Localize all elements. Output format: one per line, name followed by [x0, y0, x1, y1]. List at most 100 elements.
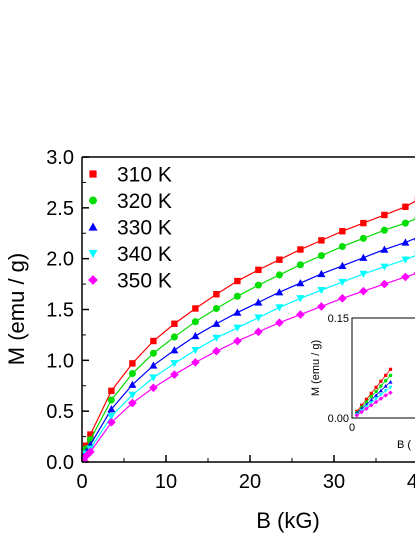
y-tick-label: 1.0 — [46, 350, 74, 372]
data-point-320k — [233, 292, 241, 300]
data-point-350k — [359, 286, 368, 296]
data-point-330k — [317, 269, 326, 278]
data-point-320k — [380, 226, 388, 234]
inset-data-point-330k — [388, 380, 393, 384]
data-point-330k — [128, 380, 137, 388]
data-point-320k — [191, 318, 199, 326]
data-point-330k — [275, 288, 284, 296]
data-point-330k — [380, 245, 389, 253]
data-point-340k — [170, 360, 179, 368]
series-line-340k — [82, 255, 415, 462]
inset-data-point-350k — [354, 413, 359, 418]
data-point-310k — [360, 219, 367, 227]
data-point-350k — [212, 346, 221, 356]
data-point-330k — [401, 238, 410, 246]
data-point-320k — [359, 234, 367, 242]
inset-data-point-310k — [364, 397, 369, 401]
inset-data-point-330k — [383, 384, 388, 388]
data-point-330k — [338, 261, 347, 269]
inset-data-point-350k — [369, 403, 374, 408]
inset-axis-ticks: 0.00 0.15 0 — [328, 313, 356, 434]
data-point-310k — [171, 320, 178, 327]
legend: 310 K 320 K 330 K 340 K 350 K — [88, 164, 172, 293]
main-series-group — [82, 196, 415, 462]
data-point-330k — [296, 279, 305, 287]
data-point-330k — [212, 319, 221, 327]
x-tick-label: 0 — [76, 471, 87, 493]
inset-data-point-320k — [374, 389, 378, 394]
legend-marker-330k — [88, 222, 98, 231]
series-line-330k — [82, 237, 415, 462]
inset-data-point-340k — [388, 385, 393, 390]
y-tick-label: 2.0 — [46, 249, 74, 271]
series-line-310k — [82, 200, 415, 462]
data-point-350k — [82, 456, 89, 462]
inset-data-point-310k — [369, 391, 373, 395]
data-point-310k — [87, 431, 94, 438]
legend-marker-340k — [88, 249, 98, 258]
data-point-350k — [380, 279, 389, 289]
legend-marker-350k — [88, 275, 98, 285]
x-tick-label: 20 — [239, 471, 261, 493]
data-point-320k — [275, 271, 283, 279]
data-point-340k — [338, 278, 347, 287]
inset-data-point-340k — [378, 393, 383, 397]
data-point-350k — [86, 447, 95, 457]
inset-series-group — [354, 367, 393, 418]
inset-background — [351, 317, 415, 419]
data-point-350k — [128, 398, 137, 408]
inset-data-point-310k — [360, 403, 364, 407]
data-point-330k — [191, 331, 200, 340]
data-point-320k — [107, 396, 115, 404]
data-point-350k — [191, 358, 200, 367]
data-point-340k — [275, 304, 284, 312]
inset-data-point-330k — [378, 388, 383, 393]
data-point-310k — [402, 203, 409, 211]
legend-marker-320k — [89, 196, 97, 205]
data-point-310k — [192, 305, 199, 312]
data-point-330k — [107, 405, 116, 413]
legend-label: 310 K — [117, 164, 172, 187]
data-point-340k — [233, 324, 242, 332]
legend-label: 350 K — [117, 270, 172, 293]
data-point-350k — [107, 418, 116, 427]
series-line-320k — [82, 218, 415, 462]
y-tick-label: 0.5 — [46, 401, 74, 423]
inset-data-point-320k — [369, 394, 374, 399]
inset-plot: 0.00 0.15 0 M (emu / g) B ( — [310, 313, 415, 451]
inset-data-point-310k — [374, 385, 378, 389]
data-point-350k — [338, 293, 347, 303]
data-point-350k — [317, 302, 326, 311]
data-point-350k — [275, 318, 284, 328]
series-line-350k — [82, 273, 415, 462]
inset-data-point-310k — [384, 373, 388, 377]
data-point-320k — [317, 252, 325, 260]
inset-data-point-340k — [383, 389, 388, 393]
inset-data-point-310k — [388, 367, 393, 371]
data-point-350k — [254, 327, 263, 337]
data-point-340k — [149, 374, 158, 382]
data-point-350k — [149, 383, 158, 393]
data-point-310k — [318, 237, 325, 244]
data-point-330k — [254, 298, 263, 306]
data-point-330k — [149, 361, 158, 369]
inset-data-point-350k — [378, 396, 384, 401]
y-tick-label: 2.5 — [46, 198, 74, 220]
inset-data-point-320k — [383, 378, 388, 383]
data-point-340k — [107, 413, 116, 421]
inset-data-point-350k — [364, 406, 369, 411]
inset-y-tick-label: 0.15 — [328, 313, 349, 325]
data-point-320k — [254, 281, 262, 289]
main-axes — [81, 156, 415, 463]
x-tick-label: 40 — [407, 471, 415, 493]
data-point-340k — [317, 286, 326, 295]
data-point-310k — [213, 291, 220, 298]
legend-label: 340 K — [117, 243, 172, 266]
data-point-310k — [234, 277, 241, 285]
x-axis-title: B (kG) — [256, 508, 320, 533]
legend-label: 320 K — [117, 190, 172, 213]
data-point-310k — [255, 266, 262, 274]
inset-data-point-330k — [374, 393, 379, 397]
data-point-350k — [170, 370, 179, 379]
